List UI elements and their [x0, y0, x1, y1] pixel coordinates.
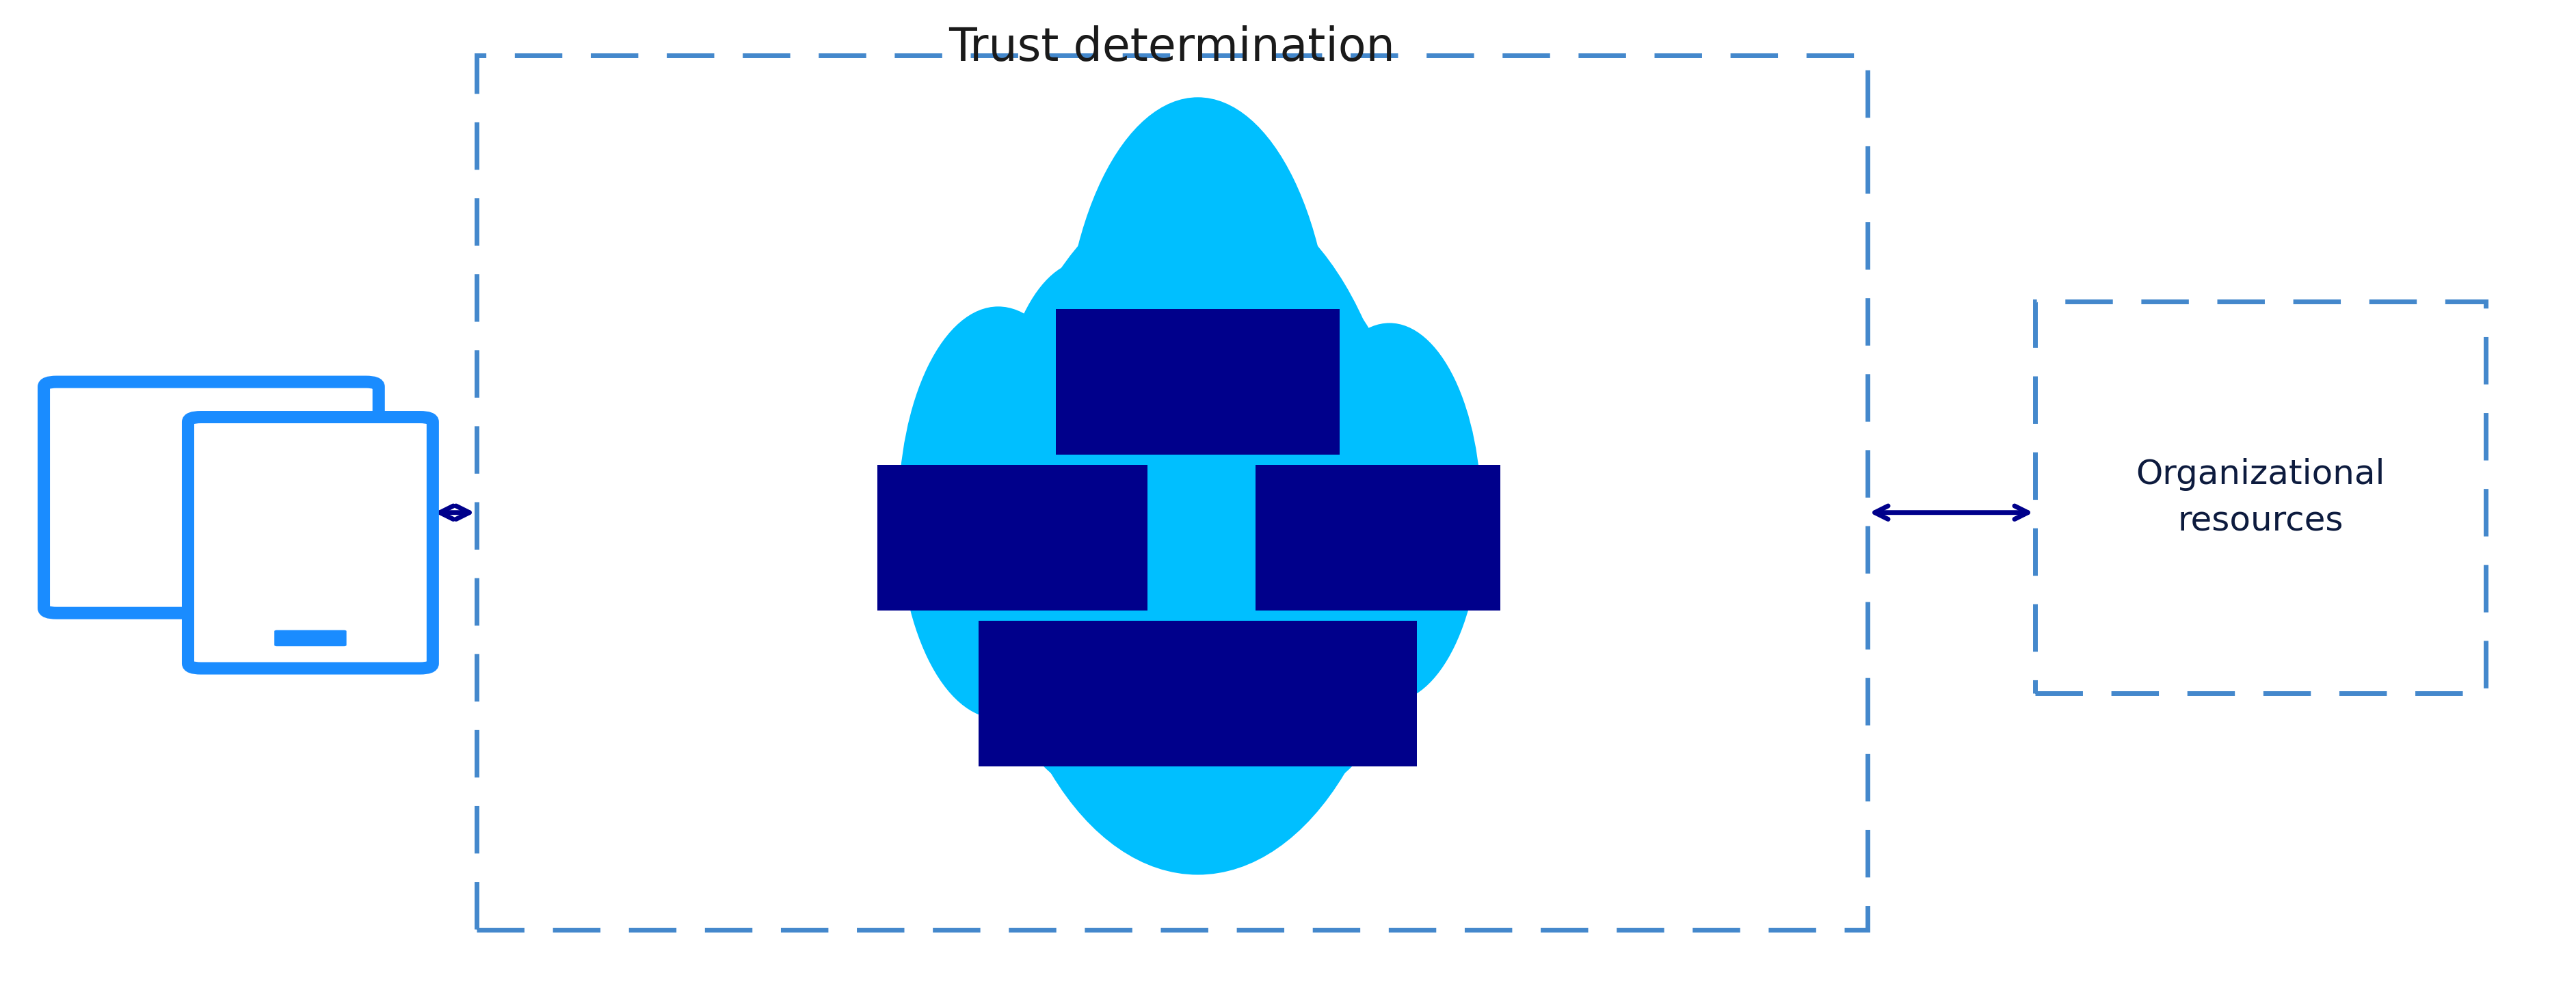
Ellipse shape — [899, 307, 1097, 719]
FancyBboxPatch shape — [876, 464, 1146, 610]
Ellipse shape — [1239, 289, 1399, 619]
FancyBboxPatch shape — [1257, 464, 1499, 610]
Text: Policy evaluation
service: Policy evaluation service — [1095, 667, 1301, 720]
Ellipse shape — [989, 183, 1406, 874]
FancyBboxPatch shape — [1056, 310, 1340, 455]
Text: Access
proxy: Access proxy — [1337, 512, 1419, 564]
FancyBboxPatch shape — [273, 630, 345, 646]
FancyBboxPatch shape — [44, 382, 379, 613]
Text: Trust determination: Trust determination — [948, 25, 1396, 70]
Text: Device
directory: Device directory — [958, 512, 1066, 564]
Text: Identity
provider: Identity provider — [1146, 356, 1249, 408]
Ellipse shape — [1061, 97, 1334, 657]
Text: Organizational
resources: Organizational resources — [2136, 458, 2385, 537]
Ellipse shape — [1046, 486, 1350, 783]
FancyBboxPatch shape — [188, 417, 433, 668]
Ellipse shape — [989, 434, 1229, 797]
Ellipse shape — [999, 260, 1175, 623]
Ellipse shape — [1167, 434, 1406, 797]
FancyBboxPatch shape — [979, 621, 1417, 766]
Ellipse shape — [1298, 323, 1481, 702]
